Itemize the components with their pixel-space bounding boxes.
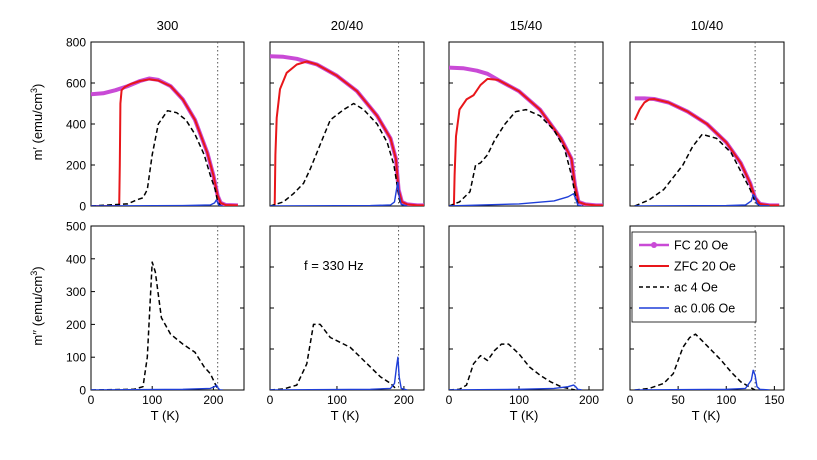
x-tick-label: 150: [764, 393, 784, 407]
series-ZFC: [270, 60, 424, 206]
y-tick-label: 800: [66, 36, 86, 50]
panel-title: 15/40: [510, 18, 543, 33]
x-tick-label: 200: [203, 393, 223, 407]
series-ac4: [270, 323, 398, 390]
bottom-y-axis-label: m′′ (emu/cm3): [29, 266, 45, 345]
frequency-annotation: f = 330 Hz: [304, 258, 364, 273]
x-tick-label: 200: [394, 393, 414, 407]
panel-8: 0 50 100 150: [627, 225, 785, 407]
x-axis-label-1: T (K): [151, 408, 180, 423]
y-tick-label: 200: [66, 159, 86, 173]
x-tick-label: 50: [671, 393, 685, 407]
panel-5: 0 100 200 300 400 500 0 100 200: [66, 220, 245, 407]
series-ac006: [91, 199, 223, 206]
y-tick-label: 500: [66, 220, 86, 234]
panel-4: 10/40: [629, 18, 785, 207]
y-tick-label: 200: [66, 318, 86, 332]
series-FC: [270, 54, 424, 206]
x-axis-label-2: T (K): [331, 408, 360, 423]
series-ac006: [634, 193, 770, 206]
x-tick-label: 0: [627, 393, 634, 407]
series-ac4: [91, 261, 221, 390]
series-ac006: [634, 369, 770, 390]
panel-title: 300: [157, 18, 179, 33]
series-ac006: [449, 384, 583, 390]
plot-frame: [90, 225, 245, 391]
x-tick-label: 100: [509, 393, 529, 407]
panel-3: 15/40: [448, 18, 604, 207]
y-tick-label: 400: [66, 118, 86, 132]
plot-frame: [448, 225, 604, 391]
legend-label-ZFC: ZFC 20 Oe: [674, 260, 736, 274]
series-ac006: [449, 192, 583, 206]
legend-label-ac006: ac 0.06 Oe: [674, 302, 735, 316]
x-tick-label: 200: [579, 393, 599, 407]
panel-1: 300 0 200 400 600 800: [66, 18, 245, 214]
top-y-axis-label: m′ (emu/cm3): [29, 84, 45, 161]
x-tick-label: 100: [716, 393, 736, 407]
series-ac006: [270, 356, 408, 390]
panel-title: 20/40: [331, 18, 364, 33]
panel-7: 0 100 200: [446, 225, 604, 407]
series-ac4: [634, 333, 756, 390]
y-tick-label: 100: [66, 351, 86, 365]
x-tick-label: 100: [142, 393, 162, 407]
x-tick-label: 0: [88, 393, 95, 407]
y-tick-label: 0: [79, 200, 86, 214]
series-FC: [634, 96, 780, 206]
series-ac4: [634, 133, 761, 206]
plot-frame: [269, 225, 425, 391]
legend-label-FC: FC 20 Oe: [674, 239, 728, 253]
series-ac4: [91, 109, 222, 206]
plot-frame: [90, 41, 245, 207]
series-ZFC: [633, 98, 780, 206]
x-tick-label: 0: [267, 393, 274, 407]
x-tick-label: 100: [327, 393, 347, 407]
x-axis-label-3: T (K): [510, 408, 539, 423]
series-ac4: [449, 343, 576, 390]
series-ZFC: [449, 77, 603, 206]
series-ZFC: [91, 78, 238, 206]
series-ac006: [270, 181, 408, 206]
panel-6: 0 100 200: [267, 225, 425, 407]
x-tick-label: 0: [446, 393, 453, 407]
x-axis-label-4: T (K): [692, 408, 721, 423]
panel-title: 10/40: [691, 18, 724, 33]
y-tick-label: 0: [79, 384, 86, 398]
legend: FC 20 Oe ZFC 20 Oe ac 4 Oe ac 0.06 Oe: [631, 231, 757, 323]
series-ac4: [449, 108, 580, 206]
y-tick-label: 400: [66, 252, 86, 266]
y-tick-label: 600: [66, 77, 86, 91]
series-ac006: [91, 384, 223, 390]
panel-2: 20/40: [269, 18, 425, 207]
legend-label-ac4: ac 4 Oe: [674, 281, 718, 295]
y-tick-label: 300: [66, 285, 86, 299]
legend-marker: [651, 242, 657, 248]
